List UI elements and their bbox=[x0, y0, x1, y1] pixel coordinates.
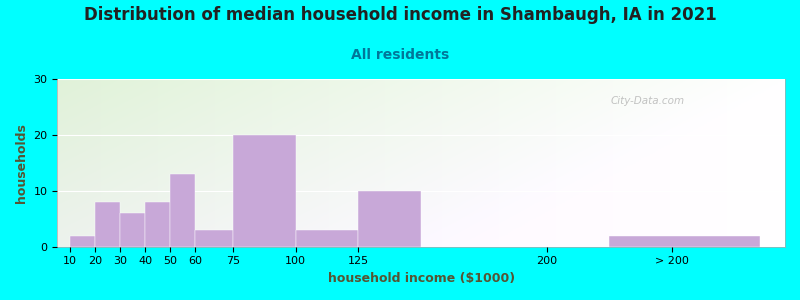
Bar bbox=[170, 174, 195, 247]
Text: All residents: All residents bbox=[351, 48, 449, 62]
Bar bbox=[95, 202, 120, 247]
Bar bbox=[296, 230, 358, 247]
Text: Distribution of median household income in Shambaugh, IA in 2021: Distribution of median household income … bbox=[84, 6, 716, 24]
X-axis label: household income ($1000): household income ($1000) bbox=[328, 272, 514, 285]
Bar bbox=[146, 202, 170, 247]
Bar bbox=[233, 135, 296, 247]
Bar bbox=[610, 236, 760, 247]
Text: City-Data.com: City-Data.com bbox=[610, 96, 685, 106]
Bar bbox=[195, 230, 233, 247]
Bar bbox=[70, 236, 95, 247]
Y-axis label: households: households bbox=[15, 123, 28, 203]
Bar bbox=[120, 213, 146, 247]
Bar bbox=[358, 191, 422, 247]
